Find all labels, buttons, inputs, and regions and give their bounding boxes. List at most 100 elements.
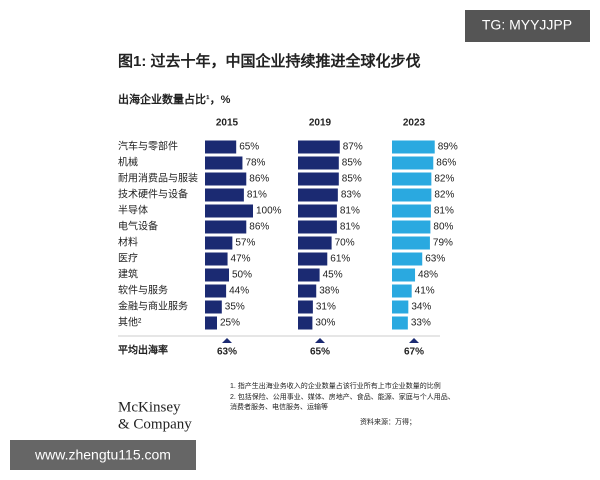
bar <box>298 252 328 266</box>
bar <box>205 268 229 282</box>
footnote: 消费者服务、电信服务、运输等 <box>230 402 328 411</box>
value-label: 86% <box>249 174 269 185</box>
bar <box>392 188 432 202</box>
bar <box>392 236 430 250</box>
value-label: 35% <box>225 302 245 313</box>
footnote: 1. 指产生出海业务收入的企业数量占该行业所有上市企业数量的比例 <box>230 381 441 390</box>
bar <box>392 204 431 218</box>
bar <box>298 220 337 234</box>
subtitle: 出海企业数量占比¹，% <box>118 92 231 106</box>
bar <box>205 140 237 154</box>
value-label: 34% <box>411 302 431 313</box>
bar <box>392 156 434 170</box>
value-label: 82% <box>434 174 454 185</box>
series-name: 2023 <box>403 118 426 129</box>
watermark-box <box>10 440 196 470</box>
average-marker <box>222 338 232 343</box>
bar <box>298 204 337 218</box>
bar <box>205 172 247 186</box>
series-name: 2015 <box>216 118 239 129</box>
average-label: 平均出海率 <box>118 344 168 357</box>
bar <box>205 252 228 266</box>
value-label: 33% <box>411 318 431 329</box>
bar <box>298 300 313 314</box>
bar <box>392 140 435 154</box>
bar <box>205 236 233 250</box>
value-label: 65% <box>239 142 259 153</box>
average-value: 67% <box>404 347 424 358</box>
value-label: 82% <box>434 190 454 201</box>
value-label: 41% <box>415 286 435 297</box>
value-label: 48% <box>418 270 438 281</box>
bar <box>205 300 222 314</box>
value-label: 81% <box>340 222 360 233</box>
bar <box>205 284 227 298</box>
category-label: 软件与服务 <box>118 284 168 297</box>
value-label: 81% <box>434 206 454 217</box>
value-label: 81% <box>247 190 267 201</box>
category-label: 机械 <box>118 156 138 169</box>
value-label: 44% <box>229 286 249 297</box>
title: 图1: 过去十年，中国企业持续推进全球化步伐 <box>118 52 421 70</box>
bar <box>392 252 423 266</box>
bar <box>298 156 339 170</box>
watermark: TG: MYYJJPP <box>482 17 572 33</box>
bar <box>392 300 409 314</box>
bar <box>298 236 332 250</box>
value-label: 87% <box>343 142 363 153</box>
value-label: 63% <box>425 254 445 265</box>
bar <box>392 268 416 282</box>
bar <box>205 220 247 234</box>
bar <box>205 188 244 202</box>
value-label: 45% <box>323 270 343 281</box>
bar <box>298 284 317 298</box>
average-value: 63% <box>217 347 237 358</box>
average-value: 65% <box>310 347 330 358</box>
value-label: 31% <box>316 302 336 313</box>
watermark: www.zhengtu115.com <box>34 447 171 463</box>
value-label: 79% <box>433 238 453 249</box>
category-label: 医疗 <box>118 252 138 265</box>
category-label: 材料 <box>118 236 138 249</box>
average-marker <box>409 338 419 343</box>
bar <box>205 316 217 330</box>
category-label: 技术硬件与设备 <box>118 188 188 201</box>
bar <box>298 268 320 282</box>
value-label: 57% <box>235 238 255 249</box>
category-label: 金融与商业服务 <box>118 300 188 313</box>
category-label: 其他² <box>118 316 142 329</box>
category-label: 汽车与零部件 <box>118 140 178 153</box>
bar <box>392 284 412 298</box>
bar <box>392 316 408 330</box>
category-label: 建筑 <box>118 268 138 281</box>
value-label: 25% <box>220 318 240 329</box>
value-label: 85% <box>342 174 362 185</box>
category-label: 电气设备 <box>118 220 158 233</box>
bar <box>298 316 313 330</box>
bar <box>392 220 431 234</box>
bar <box>392 172 432 186</box>
value-label: 38% <box>319 286 339 297</box>
value-label: 30% <box>315 318 335 329</box>
value-label: 78% <box>245 158 265 169</box>
watermark-box <box>465 10 590 42</box>
footnote: 2. 包括保险、公用事业、媒体、房地产、食品、能源、家庭与个人用品、 <box>230 392 455 401</box>
value-label: 47% <box>231 254 251 265</box>
bar <box>298 140 340 154</box>
logo: & Company <box>118 416 192 432</box>
bar <box>205 204 253 218</box>
series-name: 2019 <box>309 118 332 129</box>
value-label: 89% <box>438 142 458 153</box>
value-label: 80% <box>433 222 453 233</box>
value-label: 70% <box>335 238 355 249</box>
value-label: 86% <box>249 222 269 233</box>
category-label: 耐用消费品与服装 <box>118 172 198 185</box>
value-label: 81% <box>340 206 360 217</box>
bar <box>298 188 338 202</box>
value-label: 83% <box>341 190 361 201</box>
value-label: 61% <box>330 254 350 265</box>
category-label: 半导体 <box>118 204 148 217</box>
bar <box>205 156 243 170</box>
logo: McKinsey <box>118 399 181 415</box>
